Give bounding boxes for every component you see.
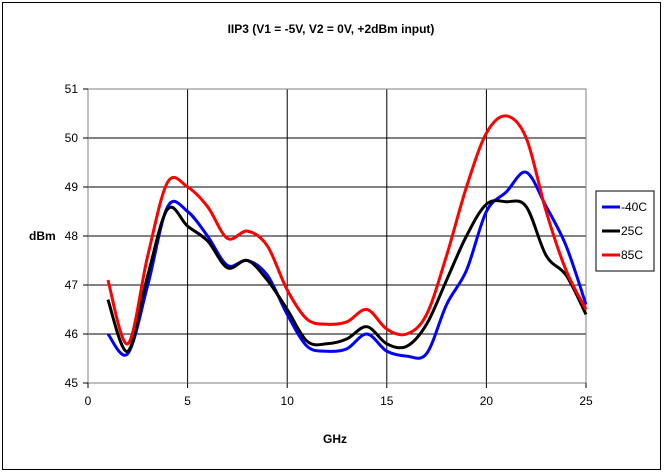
y-tick-label: 48	[65, 229, 79, 243]
series-layer	[106, 114, 588, 360]
x-axis-title: GHz	[323, 432, 347, 446]
legend: -40C 25C 85C	[595, 190, 655, 272]
chart-title: IIP3 (V1 = -5V, V2 = 0V, +2dBm input)	[228, 22, 435, 36]
line-chart: IIP3 (V1 = -5V, V2 = 0V, +2dBm input) 45…	[29, 22, 655, 446]
legend-label-40c: -40C	[621, 200, 647, 214]
series-line-85c	[106, 114, 588, 346]
y-tick-label: 47	[65, 278, 79, 292]
x-tick-label: 10	[281, 394, 295, 408]
x-tick-label: 15	[380, 394, 394, 408]
y-tick-label: 50	[65, 131, 79, 145]
legend-label-25c: 25C	[621, 224, 643, 238]
series-line-25c	[106, 199, 588, 353]
x-tick-label: 25	[579, 394, 593, 408]
x-tick-label: 20	[480, 394, 494, 408]
y-tick-label: 49	[65, 180, 79, 194]
y-tick-label: 45	[65, 376, 79, 390]
y-tick-label: 51	[65, 82, 79, 96]
x-tick-label: 5	[184, 394, 191, 408]
series-line-40c	[106, 170, 588, 360]
y-axis-title: dBm	[29, 229, 56, 243]
chart-frame: IIP3 (V1 = -5V, V2 = 0V, +2dBm input) 45…	[2, 2, 661, 470]
grid-layer	[87, 88, 587, 384]
x-tick-label: 0	[85, 394, 92, 408]
y-tick-label: 46	[65, 327, 79, 341]
legend-label-85c: 85C	[621, 248, 643, 262]
